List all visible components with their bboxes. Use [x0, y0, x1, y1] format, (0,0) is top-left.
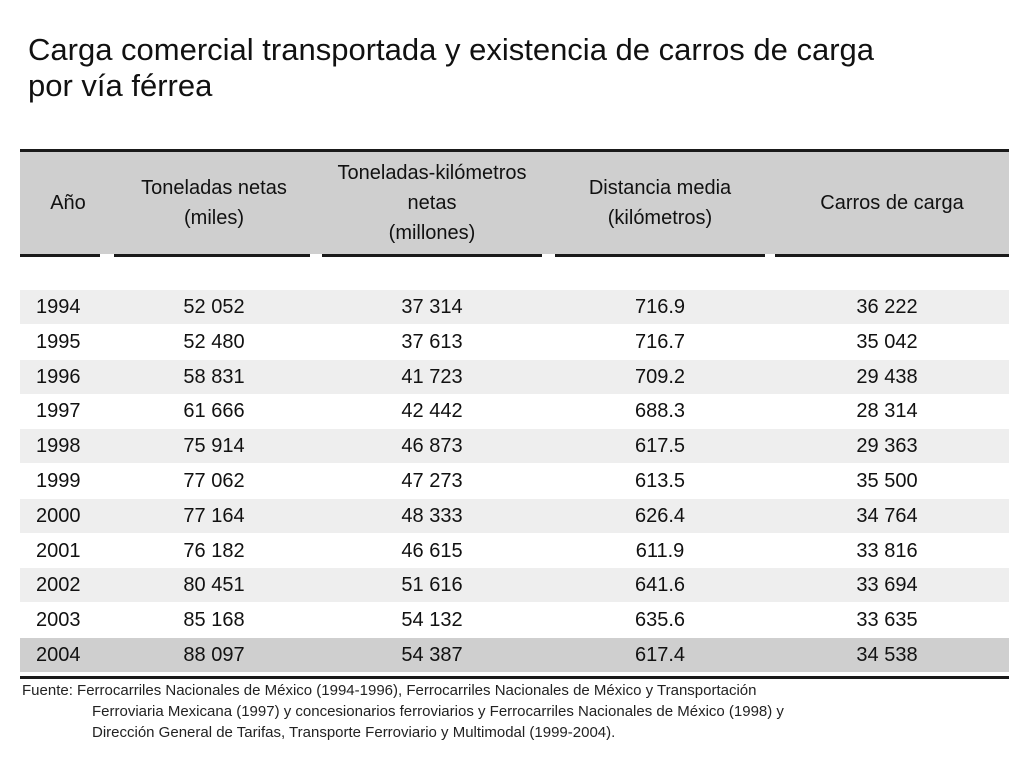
cell-toneladas-km: 47 273	[401, 470, 463, 492]
header-tkm-line-1: Toneladas-kilómetros	[337, 162, 527, 184]
cell-carros-de-carga: 35 042	[856, 331, 918, 353]
table-row: 1999 77 062 47 273 613.5 35 500	[20, 464, 1009, 498]
table-row: 1995 52 480 37 613 716.7 35 042	[20, 325, 1009, 359]
header-carros-de-carga: Carros de carga	[775, 152, 1009, 254]
table-bottom-rule	[20, 676, 1009, 679]
table-top-rule	[20, 149, 1009, 152]
header-carros-line-1: Carros de carga	[820, 192, 964, 214]
header-underline-carros	[775, 254, 1009, 257]
title-line-2: por vía férrea	[28, 68, 213, 103]
source-note: Fuente: Ferrocarriles Nacionales de Méxi…	[22, 680, 982, 743]
source-line-2: Ferroviaria Mexicana (1997) y concesiona…	[92, 703, 784, 720]
cell-carros-de-carga: 33 635	[856, 609, 918, 631]
cell-distancia-media: 641.6	[634, 574, 686, 596]
source-line-3: Dirección General de Tarifas, Transporte…	[92, 724, 616, 741]
cell-toneladas-km: 54 387	[401, 644, 463, 666]
cell-year: 2002	[36, 574, 81, 596]
header-tkm-line-3: (millones)	[388, 222, 476, 244]
cell-carros-de-carga: 33 694	[856, 574, 918, 596]
cell-toneladas-netas: 80 451	[183, 574, 245, 596]
cell-year: 2004	[36, 644, 81, 666]
cell-toneladas-netas: 77 062	[183, 470, 245, 492]
cell-year: 1999	[36, 470, 81, 492]
header-year-line-1: Año	[50, 192, 86, 214]
table-header-band	[20, 152, 1009, 254]
header-tkm-line-2: netas	[407, 192, 457, 214]
table-row: 2001 76 182 46 615 611.9 33 816	[20, 534, 1009, 568]
cell-year: 1994	[36, 296, 81, 318]
cell-distancia-media: 716.7	[634, 331, 686, 353]
cell-year: 2001	[36, 540, 81, 562]
cell-toneladas-km: 37 314	[401, 296, 463, 318]
cell-toneladas-km: 46 873	[401, 435, 463, 457]
source-line-1: Fuente: Ferrocarriles Nacionales de Méxi…	[22, 682, 757, 699]
table-row: 1996 58 831 41 723 709.2 29 438	[20, 360, 1009, 394]
table-row: 2000 77 164 48 333 626.4 34 764	[20, 499, 1009, 533]
cell-year: 2003	[36, 609, 81, 631]
cell-distancia-media: 617.4	[634, 644, 686, 666]
cell-year: 1998	[36, 435, 81, 457]
header-toneladas-line-2: (miles)	[184, 207, 244, 229]
header-toneladas-km: Toneladas-kilómetros netas (millones)	[322, 152, 542, 254]
cell-toneladas-netas: 52 480	[183, 331, 245, 353]
cell-distancia-media: 635.6	[634, 609, 686, 631]
cell-toneladas-netas: 75 914	[183, 435, 245, 457]
cell-distancia-media: 617.5	[634, 435, 686, 457]
page-title: Carga comercial transportada y existenci…	[28, 32, 988, 104]
cell-year: 1995	[36, 331, 81, 353]
table-row: 1997 61 666 42 442 688.3 28 314	[20, 394, 1009, 428]
cell-distancia-media: 613.5	[634, 470, 686, 492]
cell-carros-de-carga: 28 314	[856, 400, 918, 422]
cell-carros-de-carga: 34 764	[856, 505, 918, 527]
cell-carros-de-carga: 33 816	[856, 540, 918, 562]
cell-carros-de-carga: 36 222	[856, 296, 918, 318]
header-underline-tkm	[322, 254, 542, 257]
header-year: Año	[20, 152, 116, 254]
cell-toneladas-netas: 52 052	[183, 296, 245, 318]
cell-distancia-media: 611.9	[635, 540, 685, 562]
cell-distancia-media: 709.2	[634, 366, 686, 388]
cell-toneladas-km: 48 333	[401, 505, 463, 527]
cell-toneladas-netas: 76 182	[183, 540, 245, 562]
cell-toneladas-km: 41 723	[401, 366, 463, 388]
table-row: 2004 88 097 54 387 617.4 34 538	[20, 638, 1009, 672]
cell-carros-de-carga: 35 500	[856, 470, 918, 492]
header-toneladas-netas: Toneladas netas (miles)	[116, 152, 312, 254]
cell-distancia-media: 716.9	[634, 296, 686, 318]
cell-toneladas-km: 42 442	[401, 400, 463, 422]
cell-toneladas-km: 51 616	[401, 574, 463, 596]
title-line-1: Carga comercial transportada y existenci…	[28, 32, 875, 67]
cell-distancia-media: 626.4	[634, 505, 686, 527]
header-toneladas-line-1: Toneladas netas	[141, 177, 287, 199]
cell-toneladas-netas: 77 164	[183, 505, 245, 527]
cell-year: 1996	[36, 366, 81, 388]
table-row: 2002 80 451 51 616 641.6 33 694	[20, 568, 1009, 602]
header-underline-toneladas	[114, 254, 310, 257]
cell-carros-de-carga: 34 538	[856, 644, 918, 666]
cell-carros-de-carga: 29 363	[856, 435, 918, 457]
table-row: 2003 85 168 54 132 635.6 33 635	[20, 603, 1009, 637]
cell-carros-de-carga: 29 438	[856, 366, 918, 388]
cell-year: 2000	[36, 505, 81, 527]
header-underline-year	[20, 254, 100, 257]
cell-toneladas-km: 46 615	[401, 540, 463, 562]
cell-toneladas-netas: 85 168	[183, 609, 245, 631]
cell-toneladas-netas: 88 097	[183, 644, 245, 666]
cell-distancia-media: 688.3	[634, 400, 686, 422]
header-underline-distancia	[555, 254, 765, 257]
cell-year: 1997	[36, 400, 81, 422]
cell-toneladas-netas: 61 666	[183, 400, 245, 422]
header-distancia-line-2: (kilómetros)	[607, 207, 713, 229]
cell-toneladas-km: 37 613	[401, 331, 463, 353]
table-row: 1998 75 914 46 873 617.5 29 363	[20, 429, 1009, 463]
cell-toneladas-netas: 58 831	[183, 366, 245, 388]
table-row: 1994 52 052 37 314 716.9 36 222	[20, 290, 1009, 324]
header-distancia-line-1: Distancia media	[588, 177, 732, 199]
header-distancia-media: Distancia media (kilómetros)	[555, 152, 765, 254]
cell-toneladas-km: 54 132	[401, 609, 463, 631]
